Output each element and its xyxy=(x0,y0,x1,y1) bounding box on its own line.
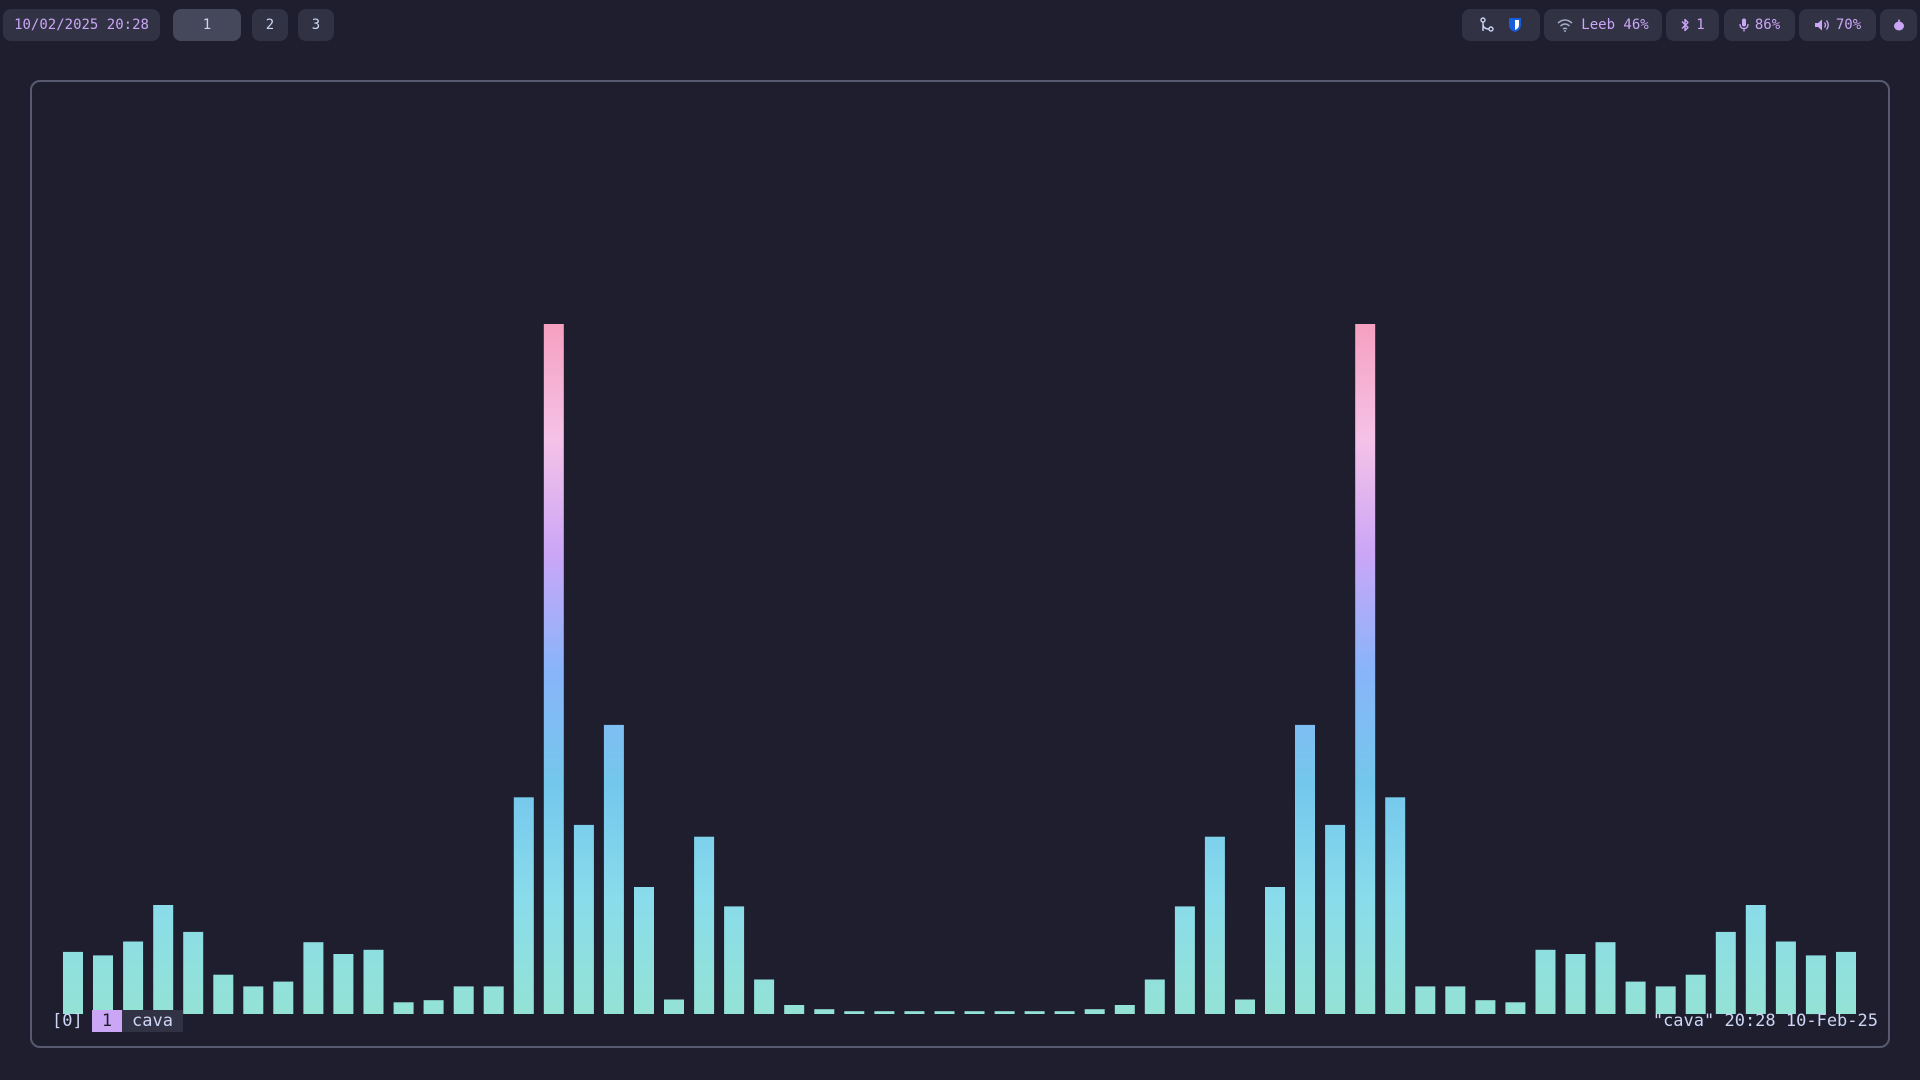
visualizer-bar xyxy=(1745,905,1766,1014)
bluetooth-icon xyxy=(1680,18,1690,32)
visualizer-bar xyxy=(1655,986,1676,1014)
workspace-1-button[interactable]: 1 xyxy=(173,9,241,41)
visualizer-bar xyxy=(1144,979,1165,1014)
wifi-status[interactable]: Leeb 46% xyxy=(1544,9,1662,41)
visualizer-bar xyxy=(393,1002,414,1014)
visualizer-bar xyxy=(213,974,234,1014)
visualizer-bar xyxy=(543,324,564,1014)
visualizer-bar xyxy=(303,942,324,1014)
visualizer-bar xyxy=(784,1005,805,1014)
visualizer-bar xyxy=(1625,981,1646,1014)
visualizer-bar xyxy=(904,1011,925,1014)
visualizer-bar xyxy=(844,1011,865,1014)
visualizer-bar xyxy=(603,724,624,1014)
visualizer-bar xyxy=(1715,931,1736,1014)
tmux-status-right: "cava" 20:28 10-Feb-25 xyxy=(1652,1011,1878,1031)
visualizer-bar xyxy=(183,931,204,1014)
visualizer-bar xyxy=(1415,986,1436,1014)
tmux-session: [0] xyxy=(52,1011,83,1031)
visualizer-bar xyxy=(1836,951,1856,1014)
visualizer-bar xyxy=(1084,1009,1105,1014)
bluetooth-label: 1 xyxy=(1696,17,1705,33)
visualizer-bar xyxy=(243,986,264,1014)
visualizer-bar xyxy=(1475,1000,1496,1014)
tmux-window-index[interactable]: 1 xyxy=(92,1010,122,1032)
visualizer-bar xyxy=(874,1011,895,1014)
visualizer-bar xyxy=(1174,906,1195,1014)
visualizer-bar xyxy=(1805,955,1826,1015)
wifi-icon xyxy=(1557,18,1573,32)
microphone-label: 86% xyxy=(1754,17,1781,33)
visualizer-bar xyxy=(513,797,534,1014)
visualizer-bar xyxy=(634,887,654,1014)
visualizer-bar xyxy=(1595,942,1616,1014)
tmux-status-line: [0] 1 cava "cava" 20:28 10-Feb-25 xyxy=(42,1010,1878,1032)
microphone-status[interactable]: 86% xyxy=(1724,9,1795,41)
workspace-3-button[interactable]: 3 xyxy=(298,9,334,41)
wifi-label: Leeb 46% xyxy=(1581,17,1649,33)
volume-status[interactable]: 70% xyxy=(1799,9,1876,41)
visualizer-bar xyxy=(573,824,594,1014)
visualizer-bar xyxy=(994,1011,1015,1014)
git-merge-icon[interactable] xyxy=(1479,17,1495,33)
visualizer-bar xyxy=(1535,949,1556,1014)
microphone-icon xyxy=(1739,18,1749,32)
visualizer-bar xyxy=(664,999,684,1014)
visualizer-bar xyxy=(1685,974,1706,1014)
tmux-window-name[interactable]: cava xyxy=(122,1010,183,1032)
volume-label: 70% xyxy=(1835,17,1862,33)
system-tray xyxy=(1462,9,1540,41)
terminal-window[interactable]: [0] 1 cava "cava" 20:28 10-Feb-25 xyxy=(30,80,1890,1048)
clock[interactable]: 10/02/2025 20:28 xyxy=(3,9,160,41)
visualizer-bar xyxy=(93,955,113,1015)
visualizer-bar xyxy=(1235,999,1255,1014)
visualizer-bar xyxy=(1024,1011,1045,1014)
cava-visualizer xyxy=(63,324,1856,1015)
visualizer-bar xyxy=(453,986,474,1014)
visualizer-bar xyxy=(1265,887,1285,1014)
visualizer-bar xyxy=(1775,941,1796,1014)
visualizer-bar xyxy=(273,981,294,1014)
visualizer-bar xyxy=(333,954,354,1014)
shield-icon[interactable] xyxy=(1507,17,1523,33)
visualizer-bar xyxy=(1054,1011,1075,1014)
visualizer-bar xyxy=(814,1009,835,1014)
workspace-2-button[interactable]: 2 xyxy=(252,9,288,41)
visualizer-bar xyxy=(1204,836,1225,1014)
visualizer-bar xyxy=(63,951,83,1014)
visualizer-bar xyxy=(1565,954,1586,1014)
visualizer-bar xyxy=(1325,824,1346,1014)
visualizer-bar xyxy=(1114,1005,1135,1014)
visualizer-bar xyxy=(1295,724,1315,1014)
visualizer-bar xyxy=(1355,324,1376,1014)
visualizer-bar xyxy=(1445,986,1466,1014)
visualizer-bar xyxy=(754,979,775,1014)
visualizer-bar xyxy=(1385,797,1406,1014)
visualizer-bar xyxy=(423,1000,444,1014)
power-icon xyxy=(1893,19,1905,31)
power-button[interactable] xyxy=(1880,9,1917,41)
top-bar: 10/02/2025 20:28 1 2 3 xyxy=(0,0,1920,50)
visualizer-bar xyxy=(964,1011,985,1014)
visualizer-bar xyxy=(934,1011,955,1014)
visualizer-bar xyxy=(483,986,504,1014)
visualizer-bar xyxy=(1505,1002,1526,1014)
visualizer-bar xyxy=(363,949,384,1014)
bluetooth-status[interactable]: 1 xyxy=(1666,9,1719,41)
visualizer-bar xyxy=(694,836,715,1014)
speaker-icon xyxy=(1814,18,1830,32)
visualizer-bar xyxy=(153,905,174,1014)
visualizer-bar xyxy=(724,906,745,1014)
visualizer-bar xyxy=(123,941,144,1014)
